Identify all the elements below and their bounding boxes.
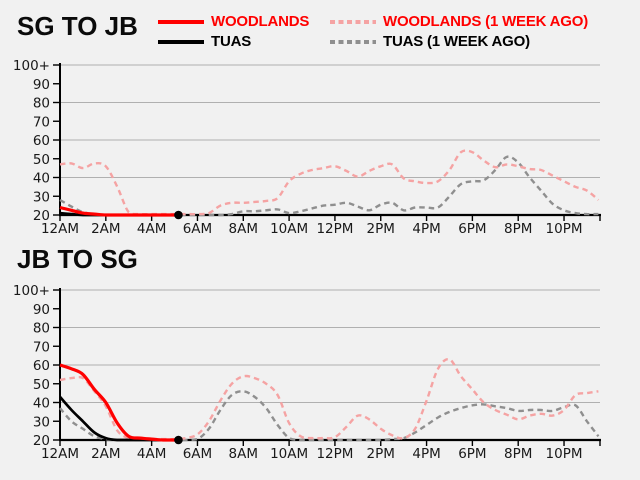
- tuas-week-ago-line-swatch: [330, 39, 376, 44]
- current-time-dot-jb-to-sg: [174, 435, 183, 445]
- x-tick-label: 2PM: [367, 446, 395, 462]
- y-tick-label: 90: [33, 302, 50, 318]
- y-tick-label: 100+: [13, 283, 50, 299]
- x-tick-label: 12PM: [316, 221, 353, 237]
- x-tick-label: 8AM: [229, 221, 258, 237]
- x-tick-label: 4PM: [412, 221, 440, 237]
- y-tick-label: 20: [33, 208, 50, 224]
- y-tick-label: 70: [33, 339, 50, 355]
- current-time-dot-sg-to-jb: [174, 210, 183, 220]
- y-tick-label: 40: [33, 171, 50, 187]
- x-tick-label: 8PM: [504, 446, 532, 462]
- x-tick-label: 12AM: [41, 446, 79, 462]
- y-tick-label: 70: [33, 114, 50, 130]
- x-tick-label: 4AM: [137, 446, 166, 462]
- y-tick-label: 20: [33, 433, 50, 449]
- x-tick-label: 6AM: [183, 446, 212, 462]
- x-tick-label: 12PM: [316, 446, 353, 462]
- y-tick-label: 50: [33, 152, 50, 168]
- x-tick-label: 8AM: [229, 446, 258, 462]
- legend-label-tuas-week-ago: TUAS (1 WEEK AGO): [383, 33, 530, 50]
- y-tick-label: 30: [33, 414, 50, 430]
- y-tick-label: 80: [33, 96, 50, 112]
- chart-title-sg-to-jb: SG TO JB: [17, 11, 138, 41]
- x-tick-label: 4PM: [412, 446, 440, 462]
- legend-item-woodlands: WOODLANDS: [158, 12, 326, 31]
- y-tick-label: 80: [33, 321, 50, 337]
- legend-label-woodlands-week-ago: WOODLANDS (1 WEEK AGO): [383, 13, 589, 30]
- x-tick-label: 6PM: [458, 446, 486, 462]
- y-tick-label: 100+: [13, 58, 50, 74]
- tuas-line-swatch: [158, 39, 204, 44]
- chart-title-jb-to-sg: JB TO SG: [17, 244, 138, 274]
- series-line-tuas-1-week-ago-sg-to-jb: [59, 155, 599, 217]
- legend-item-woodlands-week-ago: WOODLANDS (1 WEEK AGO): [330, 12, 588, 31]
- x-tick-label: 10PM: [546, 446, 583, 462]
- legend-item-tuas-week-ago: TUAS (1 WEEK AGO): [330, 32, 588, 51]
- x-tick-label: 2PM: [367, 221, 395, 237]
- woodlands-line-swatch: [158, 19, 204, 24]
- x-tick-label: 6PM: [458, 221, 486, 237]
- legend: WOODLANDS WOODLANDS (1 WEEK AGO) TUAS TU…: [158, 12, 588, 51]
- series-line-tuas-1-week-ago-jb-to-sg: [59, 390, 600, 442]
- x-tick-label: 4AM: [137, 221, 166, 237]
- x-tick-label: 10PM: [546, 221, 583, 237]
- series-line-woodlands-1-week-ago-jb-to-sg: [59, 357, 599, 441]
- series-line-woodlands-jb-to-sg: [59, 363, 179, 442]
- y-tick-label: 90: [33, 77, 50, 93]
- x-tick-label: 2AM: [91, 446, 120, 462]
- legend-label-tuas: TUAS: [211, 33, 252, 50]
- x-tick-label: 10AM: [270, 446, 308, 462]
- legend-item-tuas: TUAS: [158, 32, 326, 51]
- y-tick-label: 60: [33, 358, 50, 374]
- series-line-woodlands-sg-to-jb: [59, 205, 179, 217]
- y-tick-label: 50: [33, 377, 50, 393]
- series-line-woodlands-1-week-ago-sg-to-jb: [59, 149, 600, 216]
- y-tick-label: 30: [33, 189, 50, 205]
- y-tick-label: 40: [33, 396, 50, 412]
- x-tick-label: 6AM: [183, 221, 212, 237]
- y-tick-label: 60: [33, 133, 50, 149]
- legend-label-woodlands: WOODLANDS: [211, 13, 310, 30]
- x-tick-label: 8PM: [504, 221, 532, 237]
- woodlands-week-ago-line-swatch: [330, 19, 376, 24]
- x-tick-label: 12AM: [41, 221, 79, 237]
- x-tick-label: 10AM: [270, 221, 308, 237]
- x-tick-label: 2AM: [91, 221, 120, 237]
